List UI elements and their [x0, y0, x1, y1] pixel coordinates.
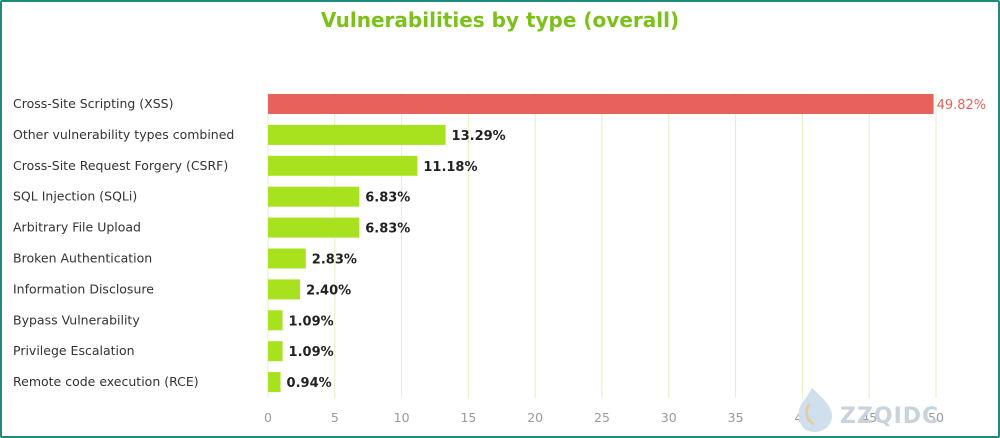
- x-tick-label: 50: [928, 410, 944, 425]
- x-tick-label: 30: [661, 410, 677, 425]
- value-label: 6.83%: [365, 222, 410, 237]
- category-label: Remote code execution (RCE): [13, 374, 199, 389]
- bar: [268, 279, 301, 300]
- value-label: 2.83%: [312, 253, 357, 268]
- category-label: Privilege Escalation: [13, 343, 135, 358]
- bar: [268, 310, 283, 331]
- x-tick-label: 35: [728, 410, 744, 425]
- x-tick-label: 45: [861, 410, 877, 425]
- x-tick-label: 25: [594, 410, 610, 425]
- category-label: SQL Injection (SQLi): [13, 189, 137, 204]
- value-label: 13.29%: [452, 129, 506, 144]
- bar: [268, 372, 281, 393]
- category-label: Information Disclosure: [13, 281, 154, 296]
- watermark: ZZQIDC: [798, 388, 939, 433]
- value-label: 49.82%: [937, 98, 987, 113]
- bar: [268, 248, 306, 269]
- value-label: 1.09%: [289, 345, 334, 360]
- category-label: Other vulnerability types combined: [13, 127, 234, 142]
- value-label: 11.18%: [423, 160, 477, 175]
- x-tick-label: 0: [264, 410, 272, 425]
- grid-lines: [267, 93, 937, 398]
- value-label: 6.83%: [365, 191, 410, 206]
- category-label: Cross-Site Request Forgery (CSRF): [13, 158, 228, 173]
- bar: [268, 124, 446, 145]
- x-tick-label: 5: [331, 410, 339, 425]
- category-label: Cross-Site Scripting (XSS): [13, 96, 174, 111]
- watermark-text: ZZQIDC: [840, 404, 939, 429]
- bar: [268, 155, 418, 176]
- x-tick-label: 20: [527, 410, 543, 425]
- category-label: Bypass Vulnerability: [13, 312, 140, 327]
- bar: [268, 94, 934, 114]
- value-label: 2.40%: [306, 283, 351, 298]
- x-tick-label: 10: [394, 410, 410, 425]
- category-label: Broken Authentication: [13, 251, 152, 266]
- value-label: 0.94%: [287, 376, 332, 391]
- watermark-logo-icon: [798, 388, 832, 433]
- bar: [268, 217, 360, 238]
- category-labels: Cross-Site Scripting (XSS) Other vulnerab…: [13, 96, 234, 389]
- chart-title: Vulnerabilities by type (overall): [320, 8, 680, 32]
- value-label: 1.09%: [289, 314, 334, 329]
- value-labels: 49.82% 13.29% 11.18% 6.83% 6.83% 2.83% 2.40% 1.…: [287, 98, 987, 391]
- bars: [268, 94, 934, 393]
- bar: [268, 186, 360, 207]
- bar: [268, 341, 283, 362]
- x-tick-label: 15: [460, 410, 476, 425]
- category-label: Arbitrary File Upload: [13, 220, 141, 235]
